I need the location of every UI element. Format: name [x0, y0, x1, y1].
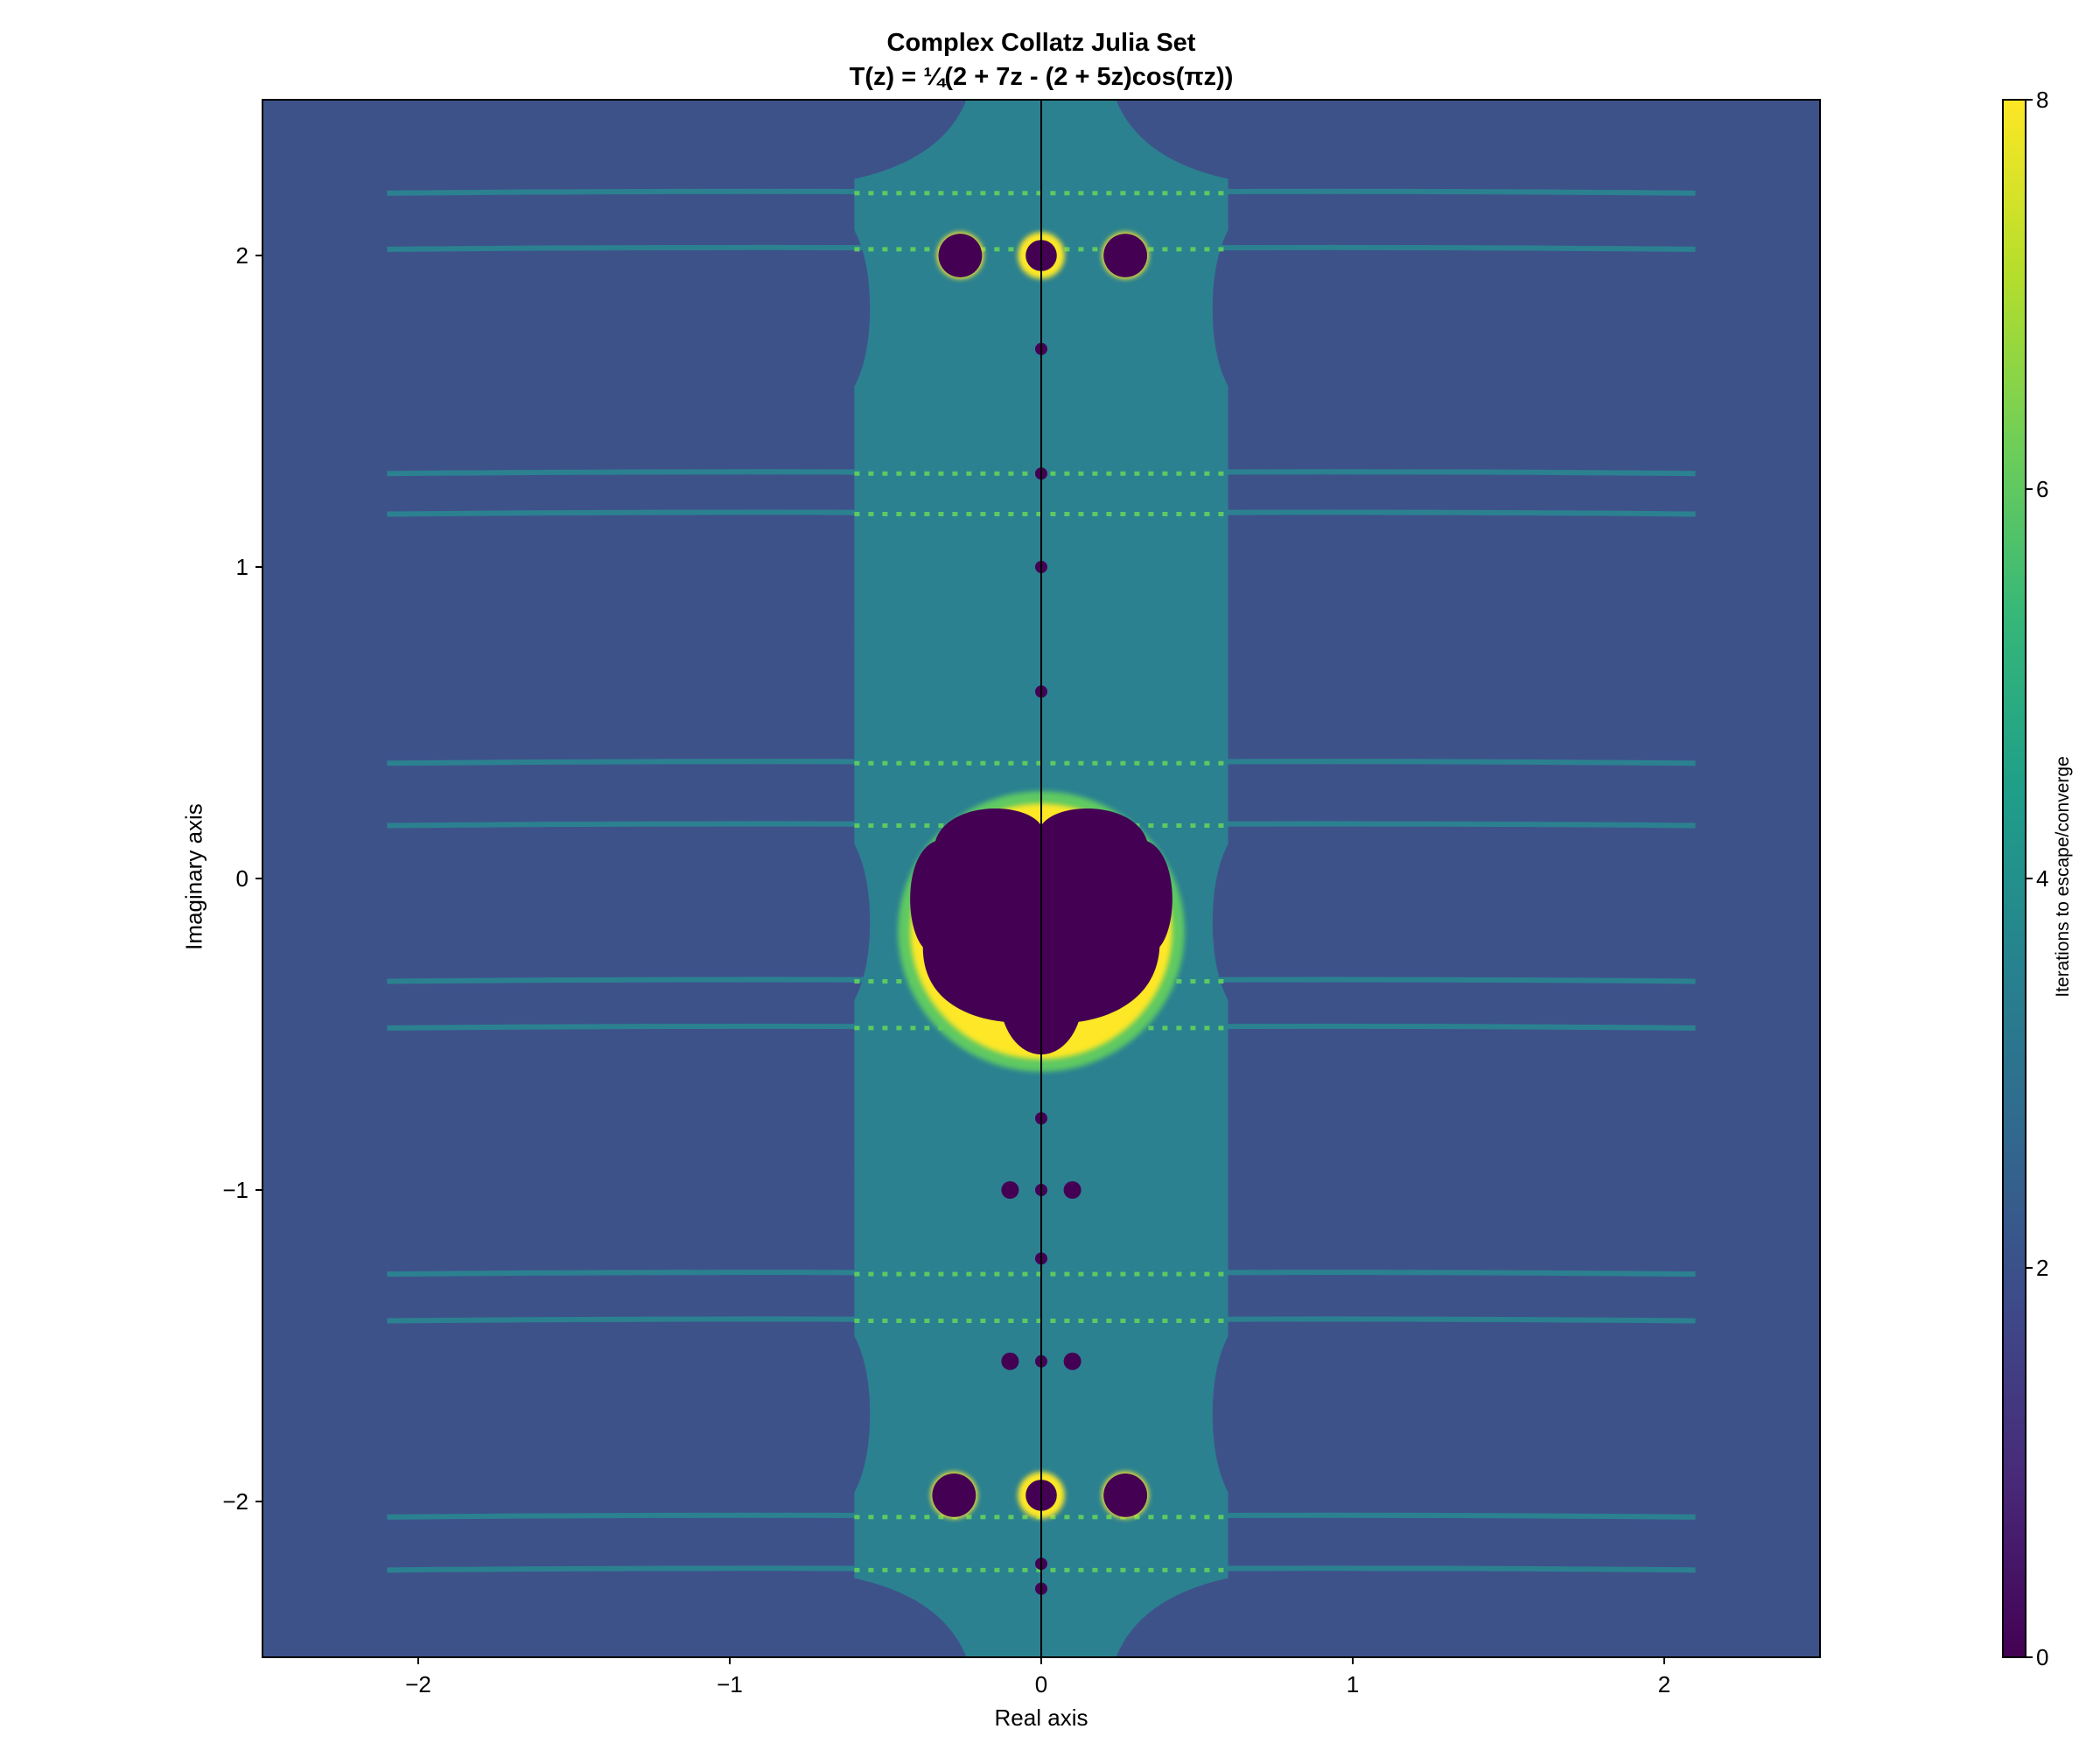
y-tick-label: 0: [236, 865, 248, 892]
escape-lobe: [1212, 180, 1820, 437]
julia-component: [938, 234, 983, 277]
colorbar-gradient: [2002, 99, 2026, 1658]
y-tick-label: −2: [222, 1488, 248, 1515]
escape-lobe: [1212, 794, 1820, 1050]
julia-component: [1103, 234, 1148, 277]
x-tick-label: 0: [1035, 1671, 1047, 1698]
chart-title: Complex Collatz Julia Set: [886, 29, 1196, 57]
escape-lobe: [262, 180, 871, 437]
colorbar: 0 2 4 6 8: [2002, 87, 2048, 1670]
escape-lobe: [262, 1037, 855, 1293]
y-tick-label: 2: [236, 242, 248, 269]
escape-cap: [262, 100, 967, 187]
julia-dot: [1063, 1352, 1082, 1370]
julia-dot: [1001, 1352, 1019, 1370]
x-tick-label: −2: [405, 1671, 431, 1698]
colorbar-tick-label: 4: [2036, 865, 2048, 892]
escape-lobe: [262, 794, 871, 1050]
y-tick-label: 1: [236, 554, 248, 580]
escape-cap: [1116, 1570, 1820, 1657]
plot-area: [262, 100, 1820, 1657]
escape-lobe: [1212, 1286, 1820, 1543]
chart-subtitle: T(z) = ¼(2 + 7z - (2 + 5z)cos(πz)): [849, 63, 1234, 91]
julia-dot: [1063, 1181, 1082, 1199]
plot-clip-group: [262, 100, 1820, 1657]
y-tick-label: −1: [222, 1177, 248, 1203]
x-tick-label: −1: [717, 1671, 743, 1698]
escape-lobe: [1228, 1037, 1820, 1293]
axes: −2 −1 0 1 2 −2 −1 0 1 2: [222, 99, 1821, 1698]
julia-component: [932, 1473, 976, 1517]
colorbar-tick-label: 2: [2036, 1255, 2048, 1281]
escape-lobe: [262, 508, 855, 764]
escape-lobe: [1228, 508, 1820, 764]
escape-lobe: [262, 1286, 871, 1543]
colorbar-tick-label: 0: [2036, 1644, 2048, 1670]
julia-dot: [1001, 1181, 1019, 1199]
julia-component: [1103, 1473, 1148, 1517]
colorbar-tick-label: 8: [2036, 87, 2048, 113]
escape-cap: [262, 1570, 967, 1657]
x-axis-label: Real axis: [994, 1704, 1088, 1731]
x-tick-label: 1: [1347, 1671, 1359, 1698]
x-tick-label: 2: [1658, 1671, 1670, 1698]
colorbar-tick-label: 6: [2036, 476, 2048, 502]
escape-cap: [1116, 100, 1820, 187]
